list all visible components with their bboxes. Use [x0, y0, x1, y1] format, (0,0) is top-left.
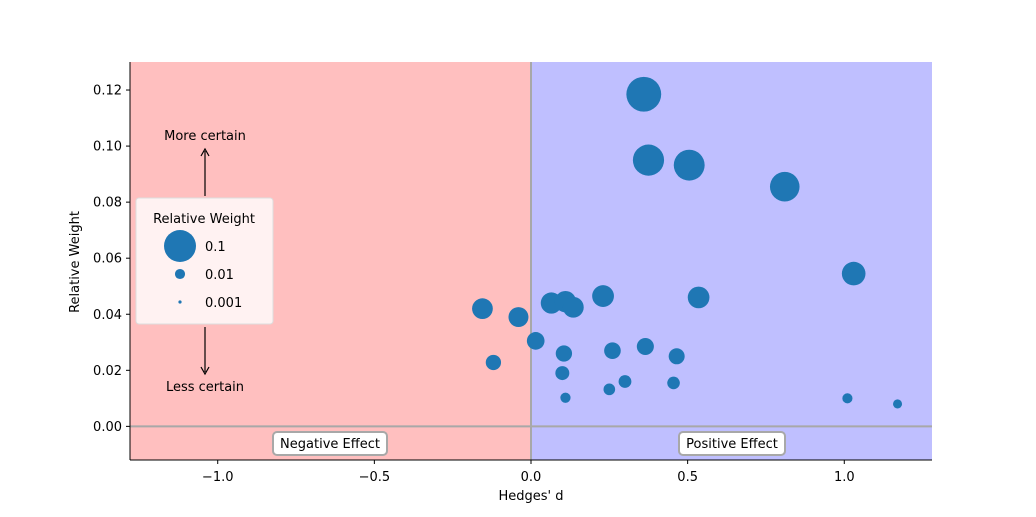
- data-point: [526, 332, 545, 350]
- legend-marker: [164, 230, 196, 262]
- data-point: [562, 296, 584, 318]
- data-point: [508, 307, 529, 328]
- y-axis-label: Relative Weight: [68, 211, 83, 313]
- x-tick-label: −1.0: [202, 470, 234, 485]
- legend: Relative Weight 0.1 0.01 0.001: [135, 197, 274, 325]
- positive-effect-label-box: Positive Effect: [678, 431, 786, 456]
- plot-background: [130, 62, 932, 460]
- x-axis-ticks: −1.0 −0.5 0.0 0.5 1.0: [202, 460, 855, 485]
- data-point: [603, 383, 616, 396]
- data-point: [687, 286, 710, 309]
- up-arrow-head: [200, 147, 210, 157]
- legend-label: 0.01: [205, 268, 234, 283]
- data-point: [667, 376, 680, 390]
- data-point: [485, 354, 502, 371]
- x-axis-label: Hedges' d: [498, 489, 563, 504]
- y-tick-label: 0.06: [93, 252, 122, 267]
- data-point: [555, 345, 573, 362]
- y-axis-ticks: 0.00 0.02 0.04 0.06 0.08 0.10 0.12: [93, 84, 130, 435]
- data-point: [555, 366, 570, 381]
- legend-box: [135, 197, 274, 325]
- legend-label: 0.001: [205, 296, 242, 311]
- less-certain-label: Less certain: [166, 380, 244, 395]
- more-certain-label: More certain: [164, 129, 246, 144]
- y-tick-label: 0.08: [93, 196, 122, 211]
- legend-label: 0.1: [205, 240, 226, 255]
- negative-effect-label: Negative Effect: [280, 437, 380, 452]
- x-tick-label: 0.0: [521, 470, 542, 485]
- down-arrow-head: [200, 366, 210, 376]
- positive-effect-label: Positive Effect: [686, 437, 778, 452]
- legend-marker: [174, 268, 186, 280]
- data-point: [618, 375, 632, 388]
- data-point: [604, 342, 621, 360]
- negative-effect-label-box: Negative Effect: [272, 431, 388, 456]
- data-point: [668, 348, 685, 365]
- data-point: [893, 399, 903, 409]
- data-point: [769, 171, 800, 202]
- certainty-annotations: More certain Less certain: [164, 129, 246, 395]
- data-point: [636, 337, 654, 356]
- data-point: [841, 261, 866, 286]
- legend-title: Relative Weight: [153, 212, 255, 227]
- reference-lines: [130, 62, 932, 460]
- data-point: [592, 285, 614, 307]
- data-point: [560, 392, 571, 403]
- positive-region: [531, 62, 932, 460]
- data-point: [626, 76, 662, 112]
- x-tick-label: −0.5: [359, 470, 391, 485]
- y-tick-label: 0.12: [93, 84, 122, 99]
- y-tick-label: 0.04: [93, 308, 122, 323]
- data-point: [673, 149, 705, 181]
- legend-marker: [178, 300, 182, 304]
- data-point: [842, 393, 853, 404]
- x-tick-label: 0.5: [677, 470, 698, 485]
- data-point: [632, 144, 665, 176]
- y-tick-label: 0.00: [93, 420, 122, 435]
- data-points: [472, 76, 903, 409]
- x-tick-label: 1.0: [834, 470, 855, 485]
- y-tick-label: 0.10: [93, 140, 122, 155]
- data-point: [472, 298, 493, 320]
- y-tick-label: 0.02: [93, 364, 122, 379]
